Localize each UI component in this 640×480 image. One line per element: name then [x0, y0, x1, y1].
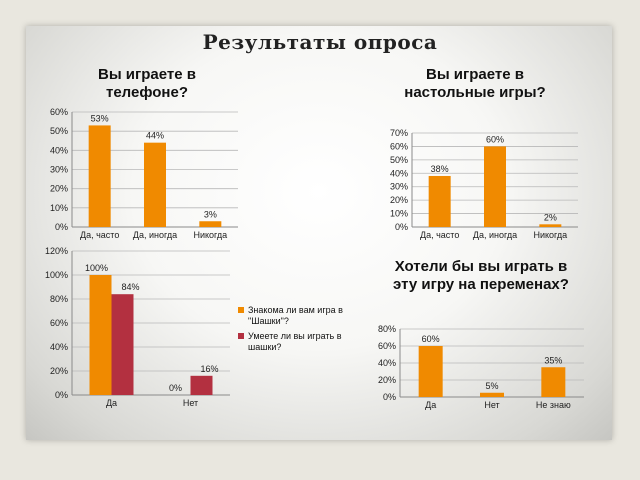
chart-2-data-label: 38% — [431, 164, 449, 174]
chart-3-ytick-label: 0% — [55, 390, 68, 400]
chart-3-ytick-label: 120% — [45, 246, 68, 256]
legend-item-series-2: Умеете ли вы играть в шашки? — [238, 331, 346, 353]
chart-4-data-label: 35% — [544, 355, 562, 365]
legend-item-series-1: Знакома ли вам игра в "Шашки"? — [238, 305, 346, 327]
chart-4-ytick-label: 60% — [378, 341, 396, 351]
chart-3-ytick-label: 60% — [50, 318, 68, 328]
chart-1-category-label: Да, часто — [80, 230, 119, 240]
chart-4-data-label: 60% — [422, 334, 440, 344]
chart-4-bar — [541, 367, 566, 397]
chart-1-category-label: Никогда — [193, 230, 227, 240]
chart-4-ytick-label: 40% — [378, 358, 396, 368]
legend-swatch-series-2 — [238, 333, 244, 339]
chart-4-category-label: Да — [425, 400, 436, 410]
page-title: Результаты опроса — [202, 30, 438, 54]
chart-1-ytick-label: 60% — [50, 107, 68, 117]
chart-2-ytick-label: 70% — [390, 128, 408, 138]
chart-1-data-label: 44% — [146, 131, 164, 141]
legend-label-series-1: Знакома ли вам игра в "Шашки"? — [248, 305, 343, 326]
chart-2-bar — [539, 224, 562, 227]
chart-2-category-label: Никогда — [533, 230, 567, 240]
chart-1-ytick-label: 30% — [50, 165, 68, 175]
chart-4-data-label: 5% — [485, 381, 498, 391]
chart-3-bar — [111, 294, 134, 395]
chart-1-ytick-label: 50% — [50, 126, 68, 136]
chart-3-category-label: Нет — [183, 398, 198, 408]
chart-1-ytick-label: 10% — [50, 203, 68, 213]
chart-1-category-label: Да, иногда — [133, 230, 177, 240]
chart-4-ytick-label: 0% — [383, 392, 396, 402]
chart-4-ytick-label: 80% — [378, 324, 396, 334]
chart-2-bar — [428, 175, 451, 227]
chart-1-ytick-label: 40% — [50, 145, 68, 155]
chart-1-bar — [199, 221, 222, 227]
chart-1-ytick-label: 0% — [55, 222, 68, 232]
chart-3-ytick-label: 100% — [45, 270, 68, 280]
chart-1-bar — [88, 125, 111, 227]
chart-4-category-label: Не знаю — [536, 400, 571, 410]
chart-2-ytick-label: 10% — [390, 209, 408, 219]
chart-3-ytick-label: 40% — [50, 342, 68, 352]
chart-1-title: Вы играете в телефоне? — [97, 66, 196, 101]
chart-2-ytick-label: 60% — [390, 141, 408, 151]
chart-3-data-label: 0% — [169, 383, 182, 393]
chart-2-data-label: 2% — [544, 212, 557, 222]
chart-3-ytick-label: 20% — [50, 366, 68, 376]
chart-1-bar — [144, 142, 166, 227]
chart-4-bar — [418, 346, 443, 397]
chart-2-ytick-label: 40% — [390, 168, 408, 178]
chart-2-bar — [484, 146, 506, 227]
chart-4-ytick-label: 20% — [378, 375, 396, 385]
chart-2-category-label: Да, иногда — [473, 230, 517, 240]
chart-3-bar — [190, 375, 213, 395]
chart-2-ytick-label: 30% — [390, 182, 408, 192]
chart-3-data-label: 16% — [200, 364, 218, 374]
chart-3-bar — [89, 275, 112, 395]
chart-2-category-label: Да, часто — [420, 230, 459, 240]
chart-1-ytick-label: 20% — [50, 184, 68, 194]
chart-2-ytick-label: 50% — [390, 155, 408, 165]
chart-2-ytick-label: 0% — [395, 222, 408, 232]
chart-3-data-label: 84% — [121, 282, 139, 292]
chart-3-legend: Знакома ли вам игра в "Шашки"? Умеете ли… — [238, 305, 346, 357]
chart-4-category-label: Нет — [484, 400, 499, 410]
chart-3-ytick-label: 80% — [50, 294, 68, 304]
chart-1-data-label: 53% — [91, 113, 109, 123]
chart-4-title: Хотели бы вы играть в эту игру на переме… — [393, 258, 569, 293]
chart-2-title: Вы играете в настольные игры? — [404, 66, 546, 101]
chart-3-data-label: 100% — [85, 263, 108, 273]
legend-label-series-2: Умеете ли вы играть в шашки? — [248, 331, 342, 352]
chart-2-data-label: 60% — [486, 134, 504, 144]
chart-4-bar — [480, 392, 504, 397]
legend-swatch-series-1 — [238, 307, 244, 313]
chart-3-category-label: Да — [106, 398, 117, 408]
chart-2-ytick-label: 20% — [390, 195, 408, 205]
chart-1-data-label: 3% — [204, 209, 217, 219]
